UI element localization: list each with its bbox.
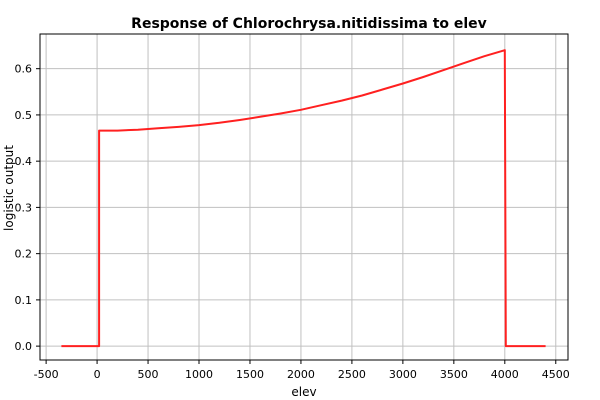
x-tick-label: 2500 <box>338 368 366 381</box>
x-tick-label: 4000 <box>491 368 519 381</box>
y-tick-label: 0.3 <box>15 201 33 214</box>
y-tick-label: 0.1 <box>15 294 33 307</box>
y-tick-label: 0.0 <box>15 340 33 353</box>
x-tick-label: 1000 <box>185 368 213 381</box>
y-tick-label: 0.4 <box>15 155 33 168</box>
series-line <box>61 49 546 348</box>
x-tick-label: 0 <box>94 368 101 381</box>
x-axis-label: elev <box>291 385 316 399</box>
x-tick-label: 3000 <box>389 368 417 381</box>
plot-frame <box>39 33 569 361</box>
grid-lines <box>40 34 568 360</box>
x-tick-label: 500 <box>138 368 159 381</box>
y-tick-label: 0.6 <box>15 63 33 76</box>
y-axis-label: logistic output <box>2 145 16 231</box>
x-tick-label: 4500 <box>542 368 570 381</box>
x-tick-label: 2000 <box>287 368 315 381</box>
y-axis-ticks: 0.0 0.1 0.2 0.3 0.4 0.5 0.6 <box>15 63 40 353</box>
y-tick-label: 0.2 <box>15 248 33 261</box>
x-tick-label: 3500 <box>440 368 468 381</box>
x-axis-ticks: -500 0 500 1000 1500 2000 2500 3000 3500 4000 4500 <box>34 360 570 381</box>
chart-title: Response of Chlorochrysa.nitidissima to … <box>131 16 487 32</box>
y-tick-label: 0.5 <box>15 109 33 122</box>
x-tick-label: 1500 <box>236 368 264 381</box>
x-tick-label: -500 <box>34 368 59 381</box>
